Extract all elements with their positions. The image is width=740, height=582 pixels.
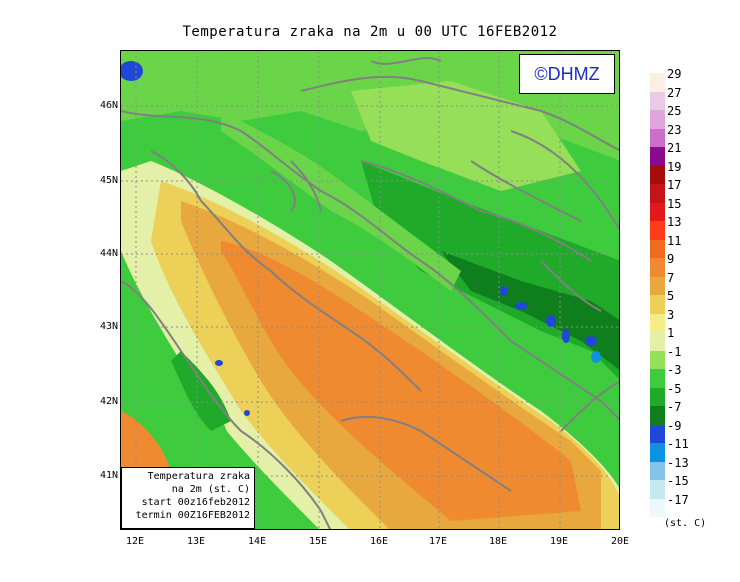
dhmz-watermark: ©DHMZ <box>519 54 615 94</box>
legend-swatch <box>650 73 665 92</box>
legend-label: -1 <box>667 344 682 359</box>
lat-label-45n: 45N <box>99 175 118 186</box>
legend-swatch <box>650 91 665 110</box>
legend-label: 7 <box>667 270 675 285</box>
legend-swatch <box>650 128 665 147</box>
legend-label: 9 <box>667 252 675 266</box>
legend-swatch <box>650 332 665 351</box>
lon-label-19e: 19E <box>549 536 569 547</box>
temperature-map: ©DHMZ Temperatura zraka na 2m (st. C) st… <box>120 50 620 530</box>
legend-label: 11 <box>667 233 682 248</box>
lat-label-46n: 46N <box>99 100 118 111</box>
legend-swatch <box>650 295 665 314</box>
legend-swatch <box>650 406 665 425</box>
legend-label: 29 <box>667 67 682 81</box>
legend-swatch <box>650 424 665 443</box>
legend-label: 13 <box>667 215 682 229</box>
lon-label-18e: 18E <box>488 536 508 547</box>
lon-label-16e: 16E <box>369 536 389 547</box>
info-line-3: start 00z16feb2012 <box>141 497 250 508</box>
legend-swatch <box>650 147 665 166</box>
lat-label-43n: 43N <box>99 321 118 332</box>
legend-swatch <box>650 443 665 462</box>
legend-label: -13 <box>667 455 689 470</box>
legend-label: -3 <box>667 363 682 377</box>
legend-swatch <box>650 387 665 406</box>
lon-label-17e: 17E <box>428 536 448 547</box>
legend-label: 21 <box>667 141 682 155</box>
legend-swatch <box>650 165 665 184</box>
legend-swatch <box>650 461 665 480</box>
legend-swatch <box>650 498 665 517</box>
legend-swatch <box>650 202 665 221</box>
map-title: Temperatura zraka na 2m u 00 UTC 16FEB20… <box>182 24 558 40</box>
legend-label: 5 <box>667 289 675 303</box>
legend-swatch <box>650 239 665 258</box>
legend-label: -7 <box>667 400 682 414</box>
legend-label: 17 <box>667 178 682 192</box>
legend-swatch <box>650 369 665 388</box>
legend-swatch <box>650 276 665 295</box>
info-line-1: Temperatura zraka <box>147 471 250 482</box>
info-line-4: termin 00Z16FEB2012 <box>135 510 250 521</box>
lon-label-20e: 20E <box>610 536 630 547</box>
legend-label: -9 <box>667 418 682 433</box>
lat-label-42n: 42N <box>99 396 118 407</box>
legend-swatch <box>650 110 665 129</box>
legend-label: 25 <box>667 104 682 118</box>
legend-swatch <box>650 221 665 240</box>
lon-label-15e: 15E <box>308 536 328 547</box>
legend-label: -15 <box>667 474 689 488</box>
legend-swatch <box>650 350 665 369</box>
legend-swatch <box>650 184 665 203</box>
lon-label-14e: 14E <box>247 536 267 547</box>
info-line-2: na 2m (st. C) <box>171 484 250 495</box>
legend-label: 23 <box>667 122 682 137</box>
lat-label-44n: 44N <box>99 248 118 259</box>
legend-swatch <box>650 480 665 499</box>
legend-swatch <box>650 258 665 277</box>
legend-label: 3 <box>667 307 675 322</box>
legend-label: -11 <box>667 437 689 451</box>
legend-label: -5 <box>667 381 682 396</box>
legend-label: 27 <box>667 85 682 100</box>
lat-label-41n: 41N <box>99 470 118 481</box>
legend-label: -17 <box>667 492 689 507</box>
legend-swatch <box>650 313 665 332</box>
lon-label-13e: 13E <box>186 536 206 547</box>
lon-label-12e: 12E <box>125 536 145 547</box>
legend-unit-label: (st. C) <box>664 518 707 529</box>
legend-label: 15 <box>667 196 682 211</box>
info-box: Temperatura zraka na 2m (st. C) start 00… <box>121 467 255 529</box>
legend-label: 1 <box>667 326 675 340</box>
legend-label: 19 <box>667 159 682 174</box>
